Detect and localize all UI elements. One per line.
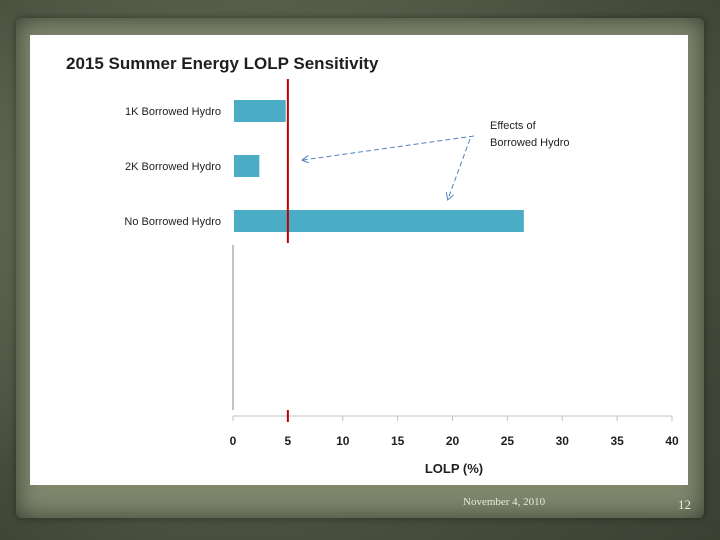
annotation-arrow-2 xyxy=(448,138,471,199)
footer-date: November 4, 2010 xyxy=(463,496,546,508)
x-tick-label: 35 xyxy=(610,434,624,448)
x-tick-label: 30 xyxy=(556,434,570,448)
page-number: 12 xyxy=(678,497,691,512)
bar xyxy=(234,155,260,177)
annotation-arrow-1 xyxy=(303,135,475,160)
x-tick-label: 10 xyxy=(336,434,350,448)
annotation: Effects of Borrowed Hydro xyxy=(303,120,569,199)
bar xyxy=(234,100,286,122)
x-tick-label: 40 xyxy=(665,434,679,448)
bar xyxy=(234,210,524,232)
x-tick-label: 15 xyxy=(391,434,405,448)
x-axis-label: LOLP (%) xyxy=(425,461,483,476)
category-label: 1K Borrowed Hydro xyxy=(125,106,221,118)
x-tick-label: 5 xyxy=(285,434,292,448)
x-tick-label: 25 xyxy=(501,434,515,448)
x-tick-label: 20 xyxy=(446,434,460,448)
chart-title: 2015 Summer Energy LOLP Sensitivity xyxy=(66,54,379,73)
chart-card: 2015 Summer Energy LOLP Sensitivity 1K B… xyxy=(30,35,688,485)
x-tick-label: 0 xyxy=(230,434,237,448)
annotation-line-2: Borrowed Hydro xyxy=(490,137,569,149)
annotation-line-1: Effects of xyxy=(490,120,537,132)
category-label: No Borrowed Hydro xyxy=(124,216,221,228)
lolp-chart: 2015 Summer Energy LOLP Sensitivity 1K B… xyxy=(66,54,679,476)
category-label: 2K Borrowed Hydro xyxy=(125,161,221,173)
